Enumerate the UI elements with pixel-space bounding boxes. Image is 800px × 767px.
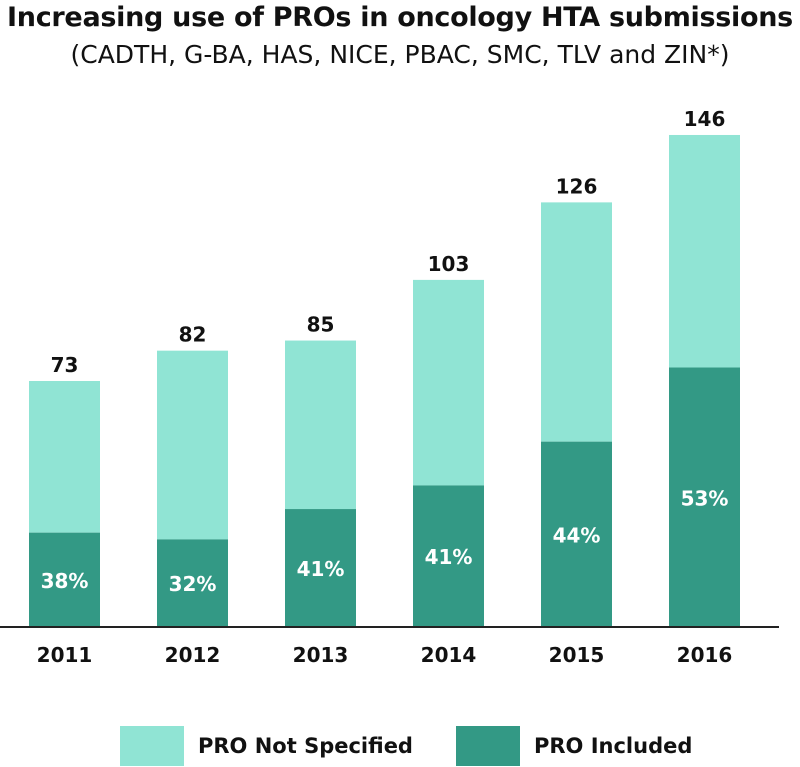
chart-subtitle: (CADTH, G-BA, HAS, NICE, PBAC, SMC, TLV … [70, 40, 730, 69]
percent-label-2013: 41% [297, 557, 345, 581]
percent-label-2012: 32% [169, 572, 217, 596]
legend-swatch-pro-not-specified [120, 726, 184, 766]
legend-item-pro-included: PRO Included [456, 725, 692, 767]
bar-pro-not-specified-2016 [669, 134, 740, 368]
bar-pro-included-2014 [413, 485, 484, 627]
bar-pro-included-2011 [29, 532, 100, 627]
bar-pro-not-specified-2011 [29, 380, 100, 533]
total-label-2015: 126 [556, 174, 598, 198]
x-tick-label-2015: 2015 [549, 643, 605, 667]
legend-label-pro-included: PRO Included [534, 734, 693, 758]
x-tick-label-2016: 2016 [677, 643, 733, 667]
total-label-2014: 103 [428, 252, 470, 276]
x-tick-label-2012: 2012 [165, 643, 221, 667]
total-label-2012: 82 [179, 323, 207, 347]
total-label-2013: 85 [307, 313, 335, 337]
bar-pro-included-2013 [285, 509, 356, 627]
bar-pro-included-2015 [541, 441, 612, 627]
legend-label-pro-not-specified: PRO Not Specified [198, 734, 413, 758]
x-tick-label-2014: 2014 [421, 643, 477, 667]
total-label-2011: 73 [51, 353, 79, 377]
x-tick-label-2011: 2011 [37, 643, 93, 667]
bar-pro-not-specified-2014 [413, 279, 484, 486]
bar-pro-not-specified-2015 [541, 202, 612, 442]
percent-label-2014: 41% [425, 545, 473, 569]
bar-pro-not-specified-2012 [157, 350, 228, 540]
stacked-bar-chart: 38% 73 2011 32% 82 2012 41% 85 2013 41% 103 2014 44%… [0, 107, 779, 667]
legend-item-pro-not-specified: PRO Not Specified [120, 725, 413, 767]
chart-title: Increasing use of PROs in oncology HTA s… [7, 2, 793, 33]
bar-pro-not-specified-2013 [285, 340, 356, 510]
percent-label-2011: 38% [41, 569, 89, 593]
bar-pro-included-2012 [157, 539, 228, 627]
percent-label-2015: 44% [553, 523, 601, 547]
bar-pro-included-2016 [669, 367, 740, 627]
total-label-2016: 146 [684, 107, 726, 131]
legend-swatch-pro-included [456, 726, 520, 766]
percent-label-2016: 53% [681, 486, 729, 510]
x-tick-label-2013: 2013 [293, 643, 349, 667]
